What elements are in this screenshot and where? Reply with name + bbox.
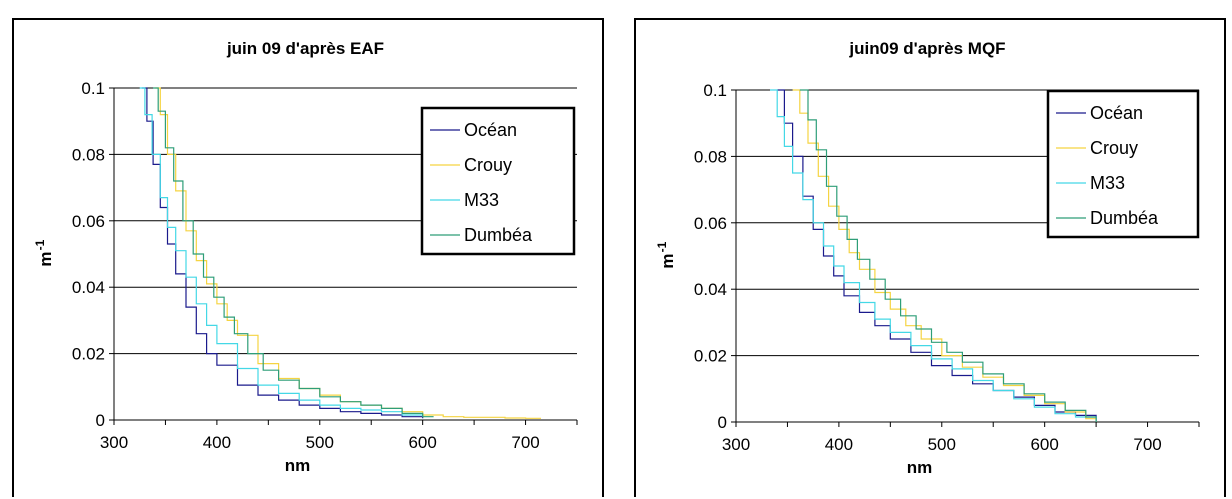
legend: Océan Crouy M33 Dumbéa	[420, 106, 576, 256]
x-tick-label: 400	[203, 433, 231, 452]
legend-label: Océan	[464, 120, 517, 140]
y-tick-label: 0.08	[694, 147, 727, 166]
x-axis-label: nm	[907, 458, 933, 477]
y-tick-label: 0.02	[72, 345, 105, 364]
y-axis-label-base: m	[36, 251, 55, 266]
series-line-3	[799, 89, 1097, 422]
y-axis-label: m-1	[33, 239, 55, 266]
y-tick-label: 0.06	[72, 212, 105, 231]
series-line-1	[155, 87, 541, 419]
chart-panel-mqf: juin09 d'après MQF 0 0.02 0.04 0.06 0.08 0.1 30…	[634, 18, 1226, 497]
y-axis-label: m-1	[655, 241, 677, 268]
y-tick-label: 0.04	[694, 280, 727, 299]
x-tick-label: 600	[408, 433, 436, 452]
y-tick-label: 0	[718, 413, 727, 432]
legend-label: Crouy	[1090, 138, 1138, 158]
legend-label: Dumbéa	[464, 225, 533, 245]
x-tick-label: 500	[306, 433, 334, 452]
chart-title: juin09 d'après MQF	[848, 39, 1005, 58]
x-tick-label: 300	[722, 435, 750, 454]
series-line-2	[770, 89, 1097, 422]
series-line-0	[141, 87, 424, 419]
y-tick-label: 0.06	[694, 214, 727, 233]
legend-label: Océan	[1090, 103, 1143, 123]
legend-box	[1046, 89, 1200, 239]
legend: Océan Crouy M33 Dumbéa	[1046, 89, 1200, 239]
x-tick-label: 300	[100, 433, 128, 452]
legend-box	[420, 106, 576, 256]
y-axis-label-exponent: -1	[33, 239, 47, 250]
x-tick-label: 700	[511, 433, 539, 452]
y-axis-label-exponent: -1	[655, 241, 669, 252]
y-tick-label: 0.1	[81, 79, 105, 98]
chart-eaf: juin 09 d'après EAF 0 0.02 0.04 0.06 0.08 0.1 3…	[33, 39, 578, 475]
chart-mqf: juin09 d'après MQF 0 0.02 0.04 0.06 0.08 0.1 30…	[655, 39, 1200, 477]
legend-label: Crouy	[464, 155, 512, 175]
y-tick-label: 0.08	[72, 145, 105, 164]
y-tick-label: 0.1	[703, 81, 727, 100]
x-tick-label: 400	[825, 435, 853, 454]
x-tick-label: 700	[1133, 435, 1161, 454]
y-tick-label: 0.04	[72, 278, 105, 297]
chart-title: juin 09 d'après EAF	[226, 39, 384, 58]
legend-label: Dumbéa	[1090, 208, 1159, 228]
x-tick-label: 500	[928, 435, 956, 454]
y-tick-label: 0	[96, 411, 105, 430]
y-axis-label-base: m	[658, 253, 677, 268]
legend-label: M33	[464, 190, 499, 210]
series-line-3	[153, 87, 434, 418]
x-tick-label: 600	[1030, 435, 1058, 454]
legend-label: M33	[1090, 173, 1125, 193]
y-tick-label: 0.02	[694, 347, 727, 366]
series-line-2	[139, 87, 424, 417]
chart-panel-eaf: juin 09 d'après EAF 0 0.02 0.04 0.06 0.08 0.1 3…	[12, 18, 604, 497]
x-axis-label: nm	[285, 456, 311, 475]
